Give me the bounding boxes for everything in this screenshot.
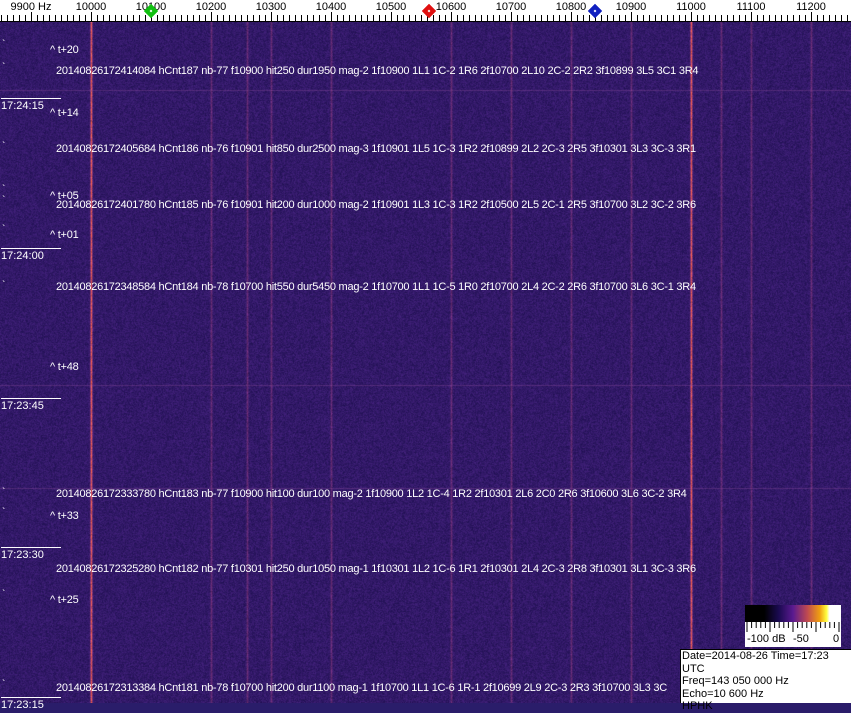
frequency-label: 11000 [676,1,706,13]
frequency-label: 10600 [435,1,467,13]
offset-label: ^ t+05 [50,190,79,202]
info-date-time: Date=2014-08-26 Time=17:23 UTC [682,650,829,675]
event-tick-mark: ` [2,195,6,206]
offset-label: ^ t+33 [50,510,79,522]
info-station: HPHK [682,700,713,712]
offset-label: ^ t+01 [50,229,79,241]
color-scale-label-mid: -50 [793,633,809,645]
detection-row: 20140826172325280 hCnt182 nb-77 f10301 h… [56,563,696,575]
detection-row: 20140826172333780 hCnt183 nb-77 f10900 h… [56,488,687,500]
time-label: 17:23:45 [1,398,61,412]
detection-row: 20140826172405684 hCnt186 nb-76 f10901 h… [56,143,696,155]
offset-label: ^ t+20 [50,44,79,56]
event-tick-mark: ` [2,487,6,498]
event-tick-mark: ` [2,589,6,600]
detection-row: 20140826172401780 hCnt185 nb-76 f10901 h… [56,199,696,211]
info-echo: Echo=10 600 Hz [682,687,764,700]
frequency-label: 11100 [736,1,766,13]
frequency-label: 10400 [315,1,347,13]
event-tick-mark: ` [2,224,6,235]
frequency-axis[interactable]: 9900 Hz 10000101001020010300104001050010… [0,0,851,22]
event-tick-mark: ` [2,507,6,518]
info-box: Date=2014-08-26 Time=17:23 UTC Freq=143 … [680,649,851,712]
frequency-label: 10700 [495,1,527,13]
event-tick-mark: ` [2,184,6,195]
color-scale-label-max: 0 [833,633,840,645]
time-label: 17:23:15 [1,697,61,711]
frequency-label: 11200 [796,1,826,13]
frequency-label: 10900 [615,1,647,13]
event-tick-mark: ` [2,62,6,73]
frequency-label: 10000 [75,1,107,13]
offset-label: ^ t+25 [50,594,79,606]
offset-label: ^ t+14 [50,107,79,119]
color-scale-ticks [746,622,840,632]
info-frequency: Freq=143 050 000 Hz [682,675,789,687]
waterfall-spectrogram[interactable] [0,22,851,703]
time-label: 17:24:00 [1,248,61,262]
color-gradient [745,605,841,622]
detection-row: 20140826172313384 hCnt181 nb-78 f10700 h… [56,682,667,694]
frequency-label: 10500 [375,1,407,13]
event-tick-mark: ` [2,679,6,690]
event-tick-mark: ` [2,141,6,152]
frequency-label: 10800 [555,1,587,13]
frequency-label: 10300 [255,1,287,13]
detection-row: 20140826172414084 hCnt187 nb-77 f10900 h… [56,65,699,77]
frequency-axis-unit-label: 9900 Hz [10,1,52,13]
frequency-label: 10200 [195,1,227,13]
color-scale-label-min: -100 dB [747,633,786,645]
time-label: 17:23:30 [1,547,61,561]
time-label: 17:24:15 [1,98,61,112]
detection-row: 20140826172348584 hCnt184 nb-78 f10700 h… [56,281,696,293]
offset-label: ^ t+48 [50,361,79,373]
event-tick-mark: ` [2,280,6,291]
color-scale-bar: -100 dB -50 0 [745,605,841,647]
event-tick-mark: ` [2,39,6,50]
frequency-ticks [0,12,851,22]
